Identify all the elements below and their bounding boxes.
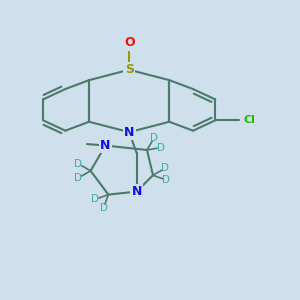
Text: D: D [150, 133, 158, 142]
Text: O: O [124, 37, 134, 50]
Text: D: D [162, 175, 170, 185]
Text: N: N [100, 139, 111, 152]
Text: D: D [74, 159, 82, 169]
Text: D: D [91, 194, 99, 205]
Text: N: N [124, 126, 134, 139]
Text: S: S [125, 63, 134, 76]
Text: D: D [157, 142, 165, 152]
Text: D: D [161, 163, 169, 173]
Text: N: N [131, 185, 142, 198]
Text: D: D [74, 173, 82, 183]
Text: D: D [100, 203, 107, 213]
Text: Cl: Cl [244, 115, 256, 125]
